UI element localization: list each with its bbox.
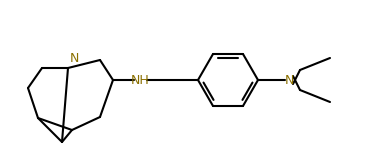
Text: N: N — [284, 74, 294, 87]
Text: NH: NH — [131, 74, 149, 87]
Text: N: N — [70, 52, 79, 65]
